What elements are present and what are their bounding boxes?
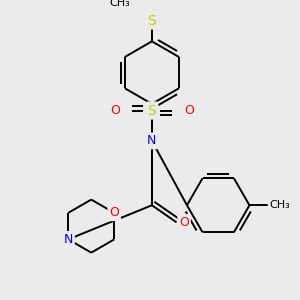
Text: S: S — [148, 103, 156, 118]
Text: O: O — [184, 104, 194, 117]
Text: CH₃: CH₃ — [109, 0, 130, 8]
Text: S: S — [148, 14, 156, 28]
Text: O: O — [109, 206, 119, 219]
Text: CH₃: CH₃ — [269, 200, 290, 210]
Text: N: N — [147, 134, 157, 147]
Text: N: N — [64, 233, 73, 246]
Text: O: O — [179, 216, 189, 229]
Text: O: O — [110, 104, 120, 117]
